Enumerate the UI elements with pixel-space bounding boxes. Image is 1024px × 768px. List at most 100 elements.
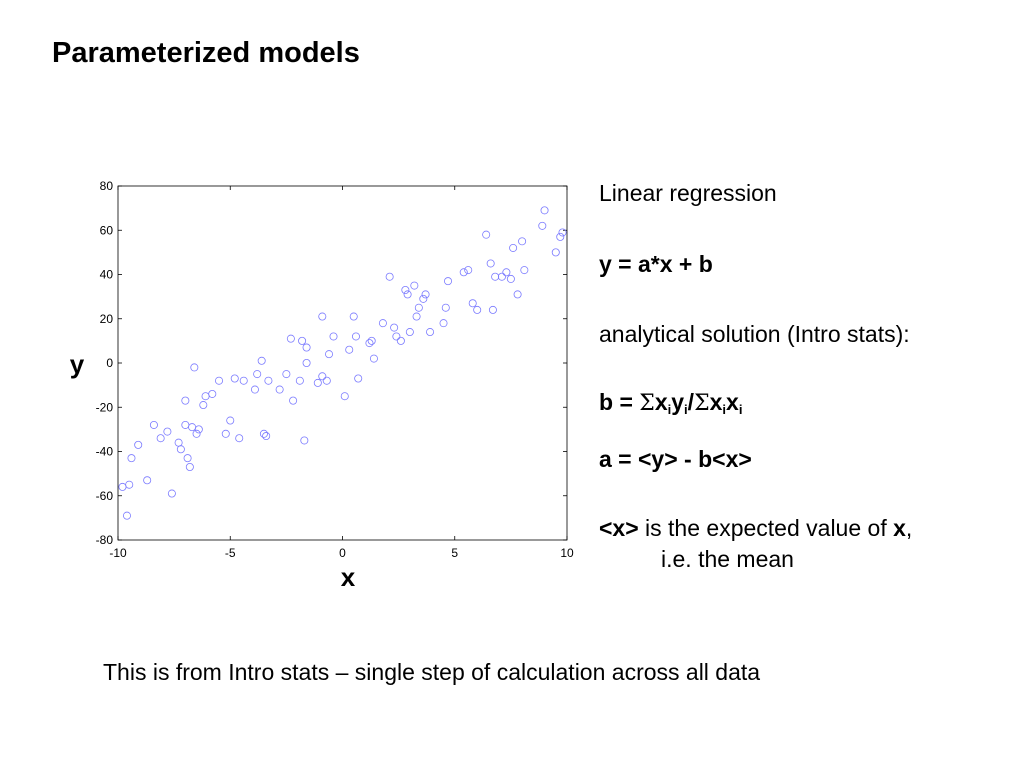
b-formula-x: x [726, 389, 739, 415]
data-point [250, 385, 259, 394]
data-point [351, 332, 360, 341]
data-point [426, 328, 435, 337]
data-point [289, 396, 298, 405]
y-tick-label: 60 [100, 223, 114, 237]
data-point [482, 230, 491, 239]
b-formula-x: x [654, 389, 668, 415]
y-tick-label: -80 [96, 533, 114, 547]
data-point [444, 277, 453, 286]
data-point [520, 266, 529, 275]
data-point [385, 272, 394, 281]
expected-x-bold: x [893, 515, 906, 541]
y-tick-label: 20 [100, 312, 114, 326]
data-point [378, 319, 387, 328]
data-point [441, 303, 450, 312]
data-point [226, 416, 235, 425]
b-formula-sub: i [667, 402, 672, 417]
data-point [262, 432, 271, 441]
data-point [215, 376, 224, 385]
data-point [491, 272, 500, 281]
x-tick-label: -5 [225, 546, 236, 560]
data-point [275, 385, 284, 394]
y-tick-label: -60 [96, 489, 114, 503]
data-point [513, 290, 522, 299]
sigma-symbol: Σ [639, 391, 655, 416]
data-point [313, 378, 322, 387]
data-point [538, 221, 547, 230]
data-point [329, 332, 338, 341]
y-tick-label: -40 [96, 445, 114, 459]
data-point [396, 336, 405, 345]
data-point [143, 476, 152, 485]
y-tick-label: 80 [100, 179, 114, 193]
data-point [167, 489, 176, 498]
data-point [412, 312, 421, 321]
x-axis-label: x [341, 562, 356, 592]
x-tick-label: 5 [451, 546, 458, 560]
data-point [390, 323, 399, 332]
data-point [188, 423, 197, 432]
data-point [192, 429, 201, 438]
data-point [421, 290, 430, 299]
data-point [369, 354, 378, 363]
expected-comma: , [905, 515, 913, 541]
data-point [235, 434, 244, 443]
data-point [410, 281, 419, 290]
slide-footer: This is from Intro stats – single step o… [103, 659, 761, 685]
b-formula-x: x [709, 389, 723, 415]
data-point [134, 440, 143, 449]
x-tick-label: 10 [560, 546, 574, 560]
b-formula: b = Σxiyi/Σxixi [599, 389, 742, 417]
b-formula-sub: i [722, 402, 727, 417]
y-tick-label: 0 [106, 356, 113, 370]
data-point [518, 237, 527, 246]
data-point [464, 266, 473, 275]
data-point [340, 392, 349, 401]
x-tick-label: -10 [109, 546, 127, 560]
data-point [156, 434, 165, 443]
data-point [318, 312, 327, 321]
data-point [459, 268, 468, 277]
y-tick-label: 40 [100, 268, 114, 282]
expected-x-term: <x> [599, 515, 639, 541]
data-point [181, 420, 190, 429]
data-point [201, 392, 210, 401]
data-point [345, 345, 354, 354]
data-point [176, 445, 185, 454]
data-point [163, 427, 172, 436]
plot-area-frame [117, 185, 568, 541]
data-point [502, 268, 511, 277]
data-point [473, 305, 482, 314]
data-point [185, 462, 194, 471]
b-formula-sub: i [738, 402, 743, 417]
data-point [183, 454, 192, 463]
data-point [295, 376, 304, 385]
data-point [322, 376, 331, 385]
data-point [405, 328, 414, 337]
data-point [259, 429, 268, 438]
data-point [194, 425, 203, 434]
data-point [282, 370, 291, 379]
expected-middle: is the expected value of [638, 515, 894, 541]
data-point [122, 511, 131, 520]
data-point [403, 290, 412, 299]
mean-line: i.e. the mean [661, 546, 794, 572]
data-point [264, 376, 273, 385]
data-point [392, 332, 401, 341]
data-point [540, 206, 549, 215]
tick-labels: -10 -5 0 5 10 -80 -60 -40 -20 0 20 40 60 80 [96, 179, 574, 560]
data-point [468, 299, 477, 308]
data-point [230, 374, 239, 383]
data-point [125, 480, 134, 489]
data-point [174, 438, 183, 447]
sigma-symbol: Σ [694, 391, 710, 416]
data-point [497, 272, 506, 281]
data-point [302, 343, 311, 352]
data-point [318, 372, 327, 381]
data-point [556, 232, 565, 241]
data-point [325, 350, 334, 359]
expected-value-line: <x> is the expected value of x, [599, 515, 912, 543]
axis-ticks [117, 185, 568, 541]
data-point [349, 312, 358, 321]
